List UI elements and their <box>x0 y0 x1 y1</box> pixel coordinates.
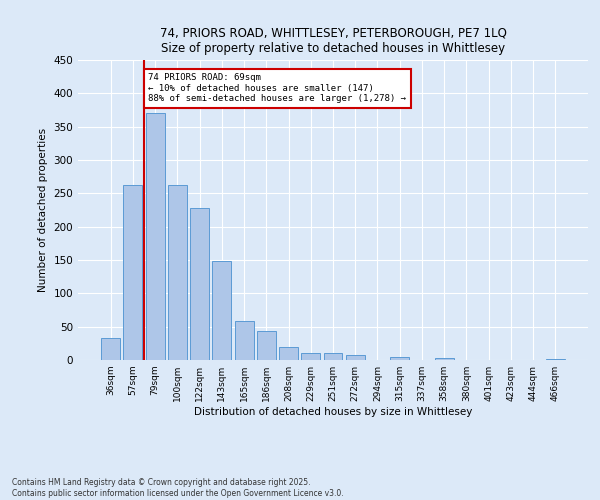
Y-axis label: Number of detached properties: Number of detached properties <box>38 128 48 292</box>
Bar <box>146 114 164 360</box>
Bar <box>124 186 142 360</box>
Bar <box>101 338 120 360</box>
Bar <box>257 330 276 360</box>
Bar <box>301 352 320 360</box>
Bar <box>212 262 231 360</box>
Bar <box>279 348 298 360</box>
Title: 74, PRIORS ROAD, WHITTLESEY, PETERBOROUGH, PE7 1LQ
Size of property relative to : 74, PRIORS ROAD, WHITTLESEY, PETERBOROUG… <box>160 26 506 54</box>
Bar <box>168 186 187 360</box>
Bar <box>235 320 254 360</box>
Bar <box>546 358 565 360</box>
Bar <box>435 358 454 360</box>
Text: Contains HM Land Registry data © Crown copyright and database right 2025.
Contai: Contains HM Land Registry data © Crown c… <box>12 478 344 498</box>
Bar <box>390 356 409 360</box>
Bar <box>323 352 343 360</box>
Bar <box>190 208 209 360</box>
Text: 74 PRIORS ROAD: 69sqm
← 10% of detached houses are smaller (147)
88% of semi-det: 74 PRIORS ROAD: 69sqm ← 10% of detached … <box>148 74 406 103</box>
Bar <box>346 356 365 360</box>
X-axis label: Distribution of detached houses by size in Whittlesey: Distribution of detached houses by size … <box>194 407 472 417</box>
